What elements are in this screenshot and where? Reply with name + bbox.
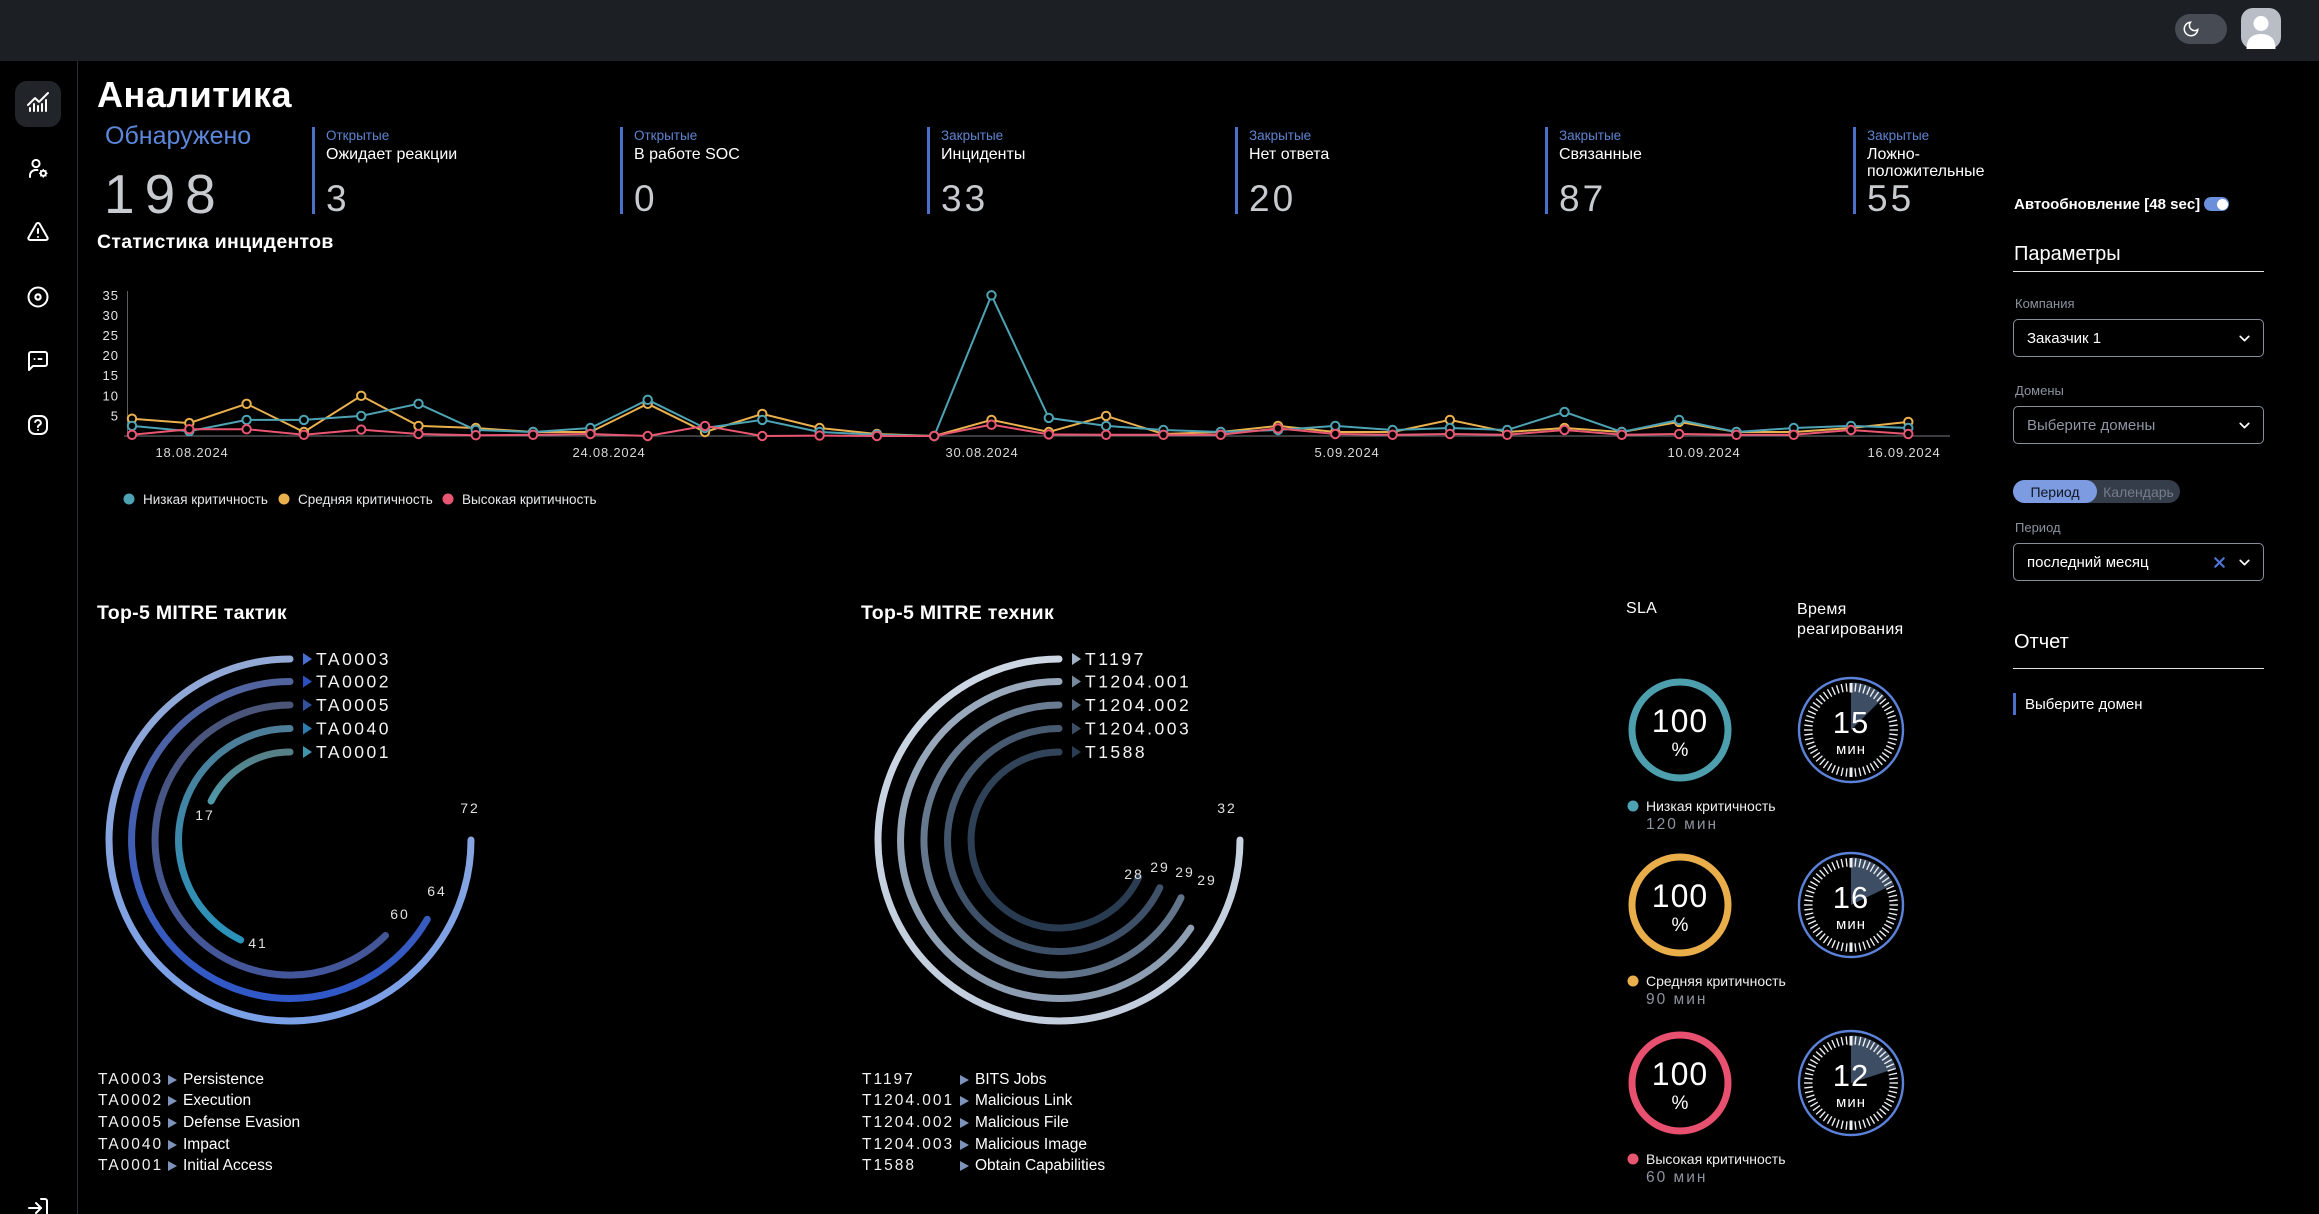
svg-text:17: 17 <box>195 807 215 823</box>
svg-text:100: 100 <box>1652 703 1708 739</box>
svg-text:TA0040: TA0040 <box>316 719 391 739</box>
svg-text:41: 41 <box>248 935 268 951</box>
svg-text:Низкая критичность: Низкая критичность <box>143 492 268 507</box>
svg-text:120 мин: 120 мин <box>1646 816 1718 833</box>
svg-text:Высокая критичность: Высокая критичность <box>462 492 597 507</box>
svg-text:T1204.001: T1204.001 <box>1085 672 1191 692</box>
svg-text:Низкая критичность: Низкая критичность <box>1646 798 1776 814</box>
svg-text:72: 72 <box>460 800 480 816</box>
svg-text:20: 20 <box>103 348 119 363</box>
svg-text:Высокая критичность: Высокая критичность <box>1646 1151 1786 1167</box>
svg-text:18.08.2024: 18.08.2024 <box>155 445 228 460</box>
svg-text:5.09.2024: 5.09.2024 <box>1314 445 1379 460</box>
svg-text:мин: мин <box>1836 916 1866 933</box>
svg-text:15: 15 <box>103 368 119 383</box>
svg-text:10.09.2024: 10.09.2024 <box>1667 445 1740 460</box>
svg-text:%: % <box>1672 1093 1689 1114</box>
svg-text:TA0005: TA0005 <box>316 695 391 715</box>
svg-text:T1197: T1197 <box>1085 649 1146 669</box>
svg-text:%: % <box>1672 915 1689 936</box>
svg-text:16: 16 <box>1833 880 1869 915</box>
svg-text:10: 10 <box>103 388 119 403</box>
svg-text:TA0002: TA0002 <box>316 672 391 692</box>
svg-text:29: 29 <box>1197 872 1217 888</box>
svg-text:T1204.003: T1204.003 <box>1085 719 1191 739</box>
svg-text:100: 100 <box>1652 1056 1708 1092</box>
svg-text:мин: мин <box>1836 1094 1866 1111</box>
svg-text:5: 5 <box>111 408 119 423</box>
svg-text:64: 64 <box>427 883 447 899</box>
svg-text:29: 29 <box>1175 864 1195 880</box>
svg-text:мин: мин <box>1836 741 1866 758</box>
svg-text:15: 15 <box>1833 705 1869 740</box>
svg-text:25: 25 <box>103 328 119 343</box>
svg-text:Средняя критичность: Средняя критичность <box>298 492 433 507</box>
svg-text:28: 28 <box>1124 866 1144 882</box>
svg-text:24.08.2024: 24.08.2024 <box>572 445 645 460</box>
svg-text:Средняя критичность: Средняя критичность <box>1646 973 1786 989</box>
svg-text:30.08.2024: 30.08.2024 <box>945 445 1018 460</box>
svg-text:90 мин: 90 мин <box>1646 991 1707 1008</box>
svg-text:30: 30 <box>103 308 119 323</box>
svg-text:35: 35 <box>103 288 119 303</box>
svg-text:%: % <box>1672 740 1689 761</box>
svg-text:TA0001: TA0001 <box>316 742 391 762</box>
svg-text:60 мин: 60 мин <box>1646 1169 1707 1186</box>
svg-text:T1204.002: T1204.002 <box>1085 695 1191 715</box>
svg-text:29: 29 <box>1150 859 1170 875</box>
svg-text:100: 100 <box>1652 878 1708 914</box>
svg-text:32: 32 <box>1217 800 1237 816</box>
svg-text:16.09.2024: 16.09.2024 <box>1867 445 1940 460</box>
svg-text:60: 60 <box>390 906 410 922</box>
svg-text:12: 12 <box>1833 1058 1869 1093</box>
svg-text:T1588: T1588 <box>1085 742 1147 762</box>
svg-text:TA0003: TA0003 <box>316 649 391 669</box>
